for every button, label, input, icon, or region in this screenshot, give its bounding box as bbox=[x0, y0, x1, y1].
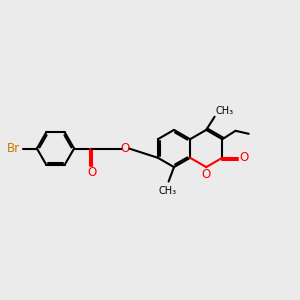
Text: O: O bbox=[88, 166, 97, 179]
Text: CH₃: CH₃ bbox=[216, 106, 234, 116]
Text: O: O bbox=[239, 151, 248, 164]
Text: O: O bbox=[121, 142, 130, 155]
Text: CH₃: CH₃ bbox=[158, 186, 176, 196]
Text: O: O bbox=[202, 168, 211, 181]
Text: Br: Br bbox=[7, 142, 20, 155]
